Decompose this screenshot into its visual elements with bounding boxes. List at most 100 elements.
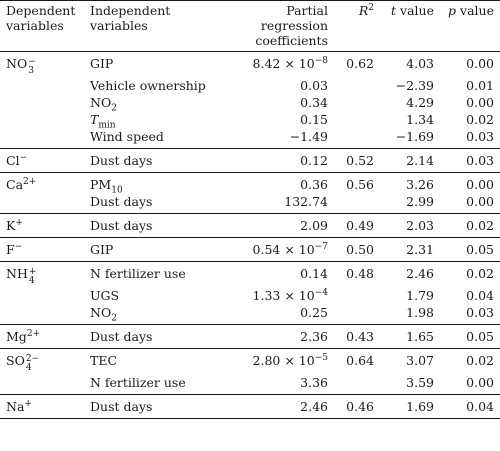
independent-variable-cell: PM10 — [84, 173, 224, 196]
r2-cell: 0.49 — [346, 218, 374, 233]
dependent-variable-cell: SO 2− 4 — [0, 349, 84, 375]
r2-cell — [334, 193, 380, 214]
dependent-variable-cell: NO −3 — [0, 52, 84, 78]
ion-base: Na — [6, 399, 25, 414]
ion-subscript: 3 — [28, 66, 34, 76]
dependent-variable-cell — [0, 111, 84, 128]
coefficient-cell: 0.03 — [300, 78, 328, 93]
ion-script-stack: 2− 4 — [26, 355, 39, 373]
t-value-cell: 3.07 — [406, 353, 434, 368]
table-row: Cl− Dust days 0.12 0.52 2.14 0.03 — [0, 149, 500, 173]
variable-subscript: 2 — [111, 103, 117, 114]
coefficient-exponent: −5 — [314, 352, 328, 363]
regression-table: Dependent variables Independent variable… — [0, 0, 500, 419]
ion-group: SO 2− 4 TEC 2.80 × 10−5 0.64 3.07 0.02 N fertili… — [0, 349, 500, 395]
dependent-variable-cell: Cl− — [0, 149, 84, 173]
ion-charge: − — [14, 241, 23, 252]
ion-base: Ca — [6, 177, 24, 192]
ion-subscript: 4 — [28, 276, 35, 286]
r2-cell: 0.50 — [346, 242, 374, 257]
p-value-cell: 0.03 — [466, 153, 494, 168]
variable-subscript: min — [98, 120, 116, 131]
r2-cell — [334, 77, 380, 94]
r2-cell — [334, 304, 380, 325]
t-value-cell: −2.39 — [395, 78, 434, 93]
coefficient-cell: 0.15 — [300, 112, 328, 127]
table-row: Vehicle ownership 0.03 −2.39 0.01 — [0, 77, 500, 94]
t-value-cell: 4.29 — [406, 95, 434, 110]
p-value-cell: 0.00 — [466, 375, 494, 390]
p-value-cell: 0.00 — [466, 56, 494, 71]
coefficient-cell: 3.36 — [300, 375, 328, 390]
independent-variable-cell: Tmin — [84, 111, 224, 131]
dependent-variable-cell — [0, 77, 84, 94]
table-row: Ca2+ PM10 0.36 0.56 3.26 0.00 — [0, 173, 500, 196]
independent-variable-cell: Dust days — [90, 194, 153, 209]
dependent-variable-cell — [0, 304, 84, 325]
dependent-variable-cell: K+ — [0, 214, 84, 238]
ion-base: Mg — [6, 329, 27, 344]
dependent-variable-cell: Mg2+ — [0, 325, 84, 349]
r2-cell: 0.64 — [346, 353, 374, 368]
p-value-cell: 0.02 — [466, 266, 494, 281]
r2-cell — [334, 374, 380, 395]
dependent-variable-cell: F− — [0, 238, 84, 262]
p-value-cell: 0.02 — [466, 353, 494, 368]
independent-variable-cell: UGS — [90, 288, 120, 303]
ion-base: SO — [6, 353, 25, 368]
coefficient-mantissa: 0.54 × 10 — [252, 242, 315, 257]
independent-variable-cell: TEC — [90, 353, 118, 368]
p-symbol: p — [448, 3, 457, 18]
ion-group: F− GIP 0.54 × 10−7 0.50 2.31 0.05 — [0, 238, 500, 262]
r2-cell: 0.48 — [346, 266, 374, 281]
independent-variable-cell: Dust days — [90, 329, 153, 344]
ion-charge: + — [24, 398, 32, 409]
variable-base: NO — [90, 305, 112, 320]
p-value-cell: 0.00 — [466, 95, 494, 110]
coefficient-mantissa: 2.80 × 10 — [252, 353, 315, 368]
ion-base: K — [6, 218, 16, 233]
t-value-cell: 2.46 — [406, 266, 434, 281]
table-row: Tmin 0.15 1.34 0.02 — [0, 111, 500, 131]
variable-subscript: 10 — [111, 185, 123, 196]
dependent-variable-cell: Ca2+ — [0, 173, 84, 194]
coefficient-cell: 8.42 × 10−8 — [224, 52, 334, 78]
p-value-cell: 0.00 — [466, 177, 494, 192]
ion-charge: 2+ — [23, 176, 37, 187]
table-row: NO2 0.34 4.29 0.00 — [0, 94, 500, 114]
r2-cell: 0.62 — [346, 56, 374, 71]
table-row: Na+ Dust days 2.46 0.46 1.69 0.04 — [0, 395, 500, 419]
independent-variable-cell: NO2 — [84, 94, 224, 114]
r2-cell — [334, 111, 380, 128]
ion-base: NO — [6, 56, 28, 71]
ion-base: F — [6, 242, 15, 257]
coefficient-mantissa: 8.42 × 10 — [252, 56, 315, 71]
p-value-cell: 0.02 — [466, 218, 494, 233]
dependent-variable-cell: NH +4 — [0, 262, 84, 288]
p-label: value — [456, 3, 494, 18]
t-value-cell: 1.34 — [406, 112, 434, 127]
t-value-cell: 2.99 — [406, 194, 434, 209]
p-value-cell: 0.01 — [466, 78, 494, 93]
coefficient-mantissa: 1.33 × 10 — [252, 288, 315, 303]
header-dependent: Dependent variables — [6, 3, 76, 33]
dependent-variable-cell — [0, 287, 84, 304]
t-value-cell: 3.26 — [406, 177, 434, 192]
independent-variable-cell: Vehicle ownership — [90, 78, 206, 93]
coefficient-cell: 2.09 — [300, 218, 328, 233]
coefficient-cell: 0.34 — [300, 95, 328, 110]
p-value-cell: 0.05 — [466, 329, 494, 344]
r2-cell — [334, 287, 380, 304]
header-p-value: p value — [440, 1, 500, 52]
coefficient-cell: 132.74 — [284, 194, 328, 209]
coefficient-cell: 2.46 — [300, 399, 328, 414]
t-value-cell: 2.31 — [406, 242, 434, 257]
header-independent: Independent variables — [90, 3, 171, 33]
ion-charge: − — [19, 152, 28, 163]
coefficient-cell: 0.14 — [300, 266, 328, 281]
ion-group: NO −3 GIP 8.42 × 10−8 0.62 4.03 0.00 Vehicle ow… — [0, 52, 500, 149]
header-r2: R2 — [334, 1, 380, 52]
dependent-variable-cell — [0, 94, 84, 111]
table-row: K+ Dust days 2.09 0.49 2.03 0.02 — [0, 214, 500, 238]
r2-cell: 0.43 — [346, 329, 374, 344]
